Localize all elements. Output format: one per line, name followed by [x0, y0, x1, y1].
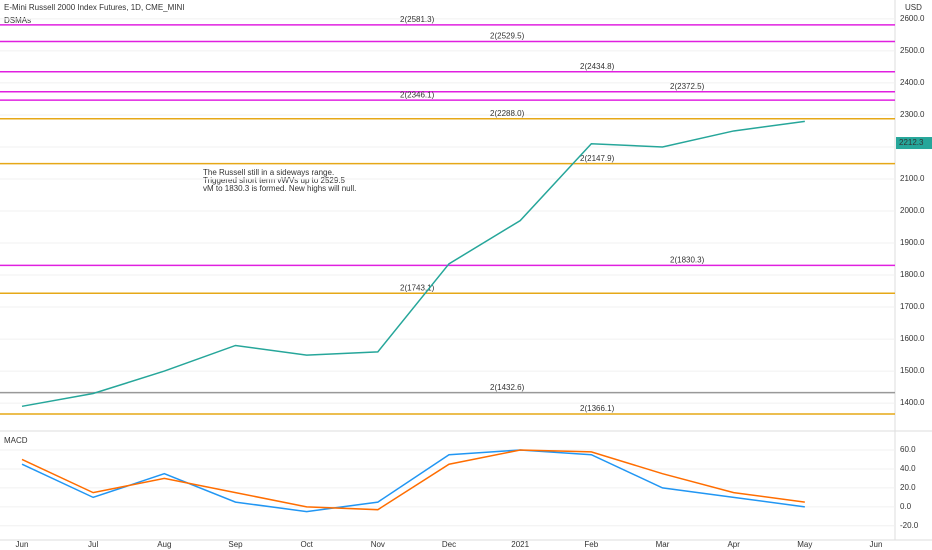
y-tick-label: 2400.0 [900, 78, 925, 87]
level-label: 2(2529.5) [490, 32, 525, 41]
y-tick-label: 2000.0 [900, 206, 925, 215]
level-label: 2(1743.1) [400, 283, 435, 292]
x-tick-label: Sep [228, 540, 243, 549]
x-tick-label: Nov [371, 540, 385, 549]
y-tick-label: 0.0 [900, 502, 912, 511]
y-tick-label: 1900.0 [900, 238, 925, 247]
y-tick-label: 60.0 [900, 445, 916, 454]
y-tick-label: 2100.0 [900, 174, 925, 183]
annotation-line: The Russell still in a sideways range. [203, 168, 334, 177]
macd-title: MACD [4, 436, 28, 445]
level-label: 2(2346.1) [400, 90, 435, 99]
x-tick-label: Oct [300, 540, 313, 549]
level-label: 2(1432.6) [490, 383, 525, 392]
x-tick-label: Apr [727, 540, 740, 549]
annotation-line: vM to 1830.3 is formed. New highs will n… [203, 184, 356, 193]
annotation-line: Triggered short term vWVs up to 2529.5 [203, 176, 346, 185]
last-price-label: 2212.3 [899, 138, 924, 147]
y-tick-label: 2600.0 [900, 14, 925, 23]
y-tick-label: 1600.0 [900, 334, 925, 343]
y-tick-label: 20.0 [900, 483, 916, 492]
y-tick-label: 40.0 [900, 464, 916, 473]
currency: USD [905, 3, 922, 12]
y-tick-label: 1800.0 [900, 270, 925, 279]
y-tick-label: 1500.0 [900, 366, 925, 375]
chart-title: E-Mini Russell 2000 Index Futures, 1D, C… [4, 3, 185, 12]
level-label: 2(2434.8) [580, 62, 615, 71]
last-price-tag [896, 137, 932, 150]
annotation: The Russell still in a sideways range. T… [203, 168, 356, 193]
series-line [21, 120, 805, 408]
x-tick-label: Aug [157, 540, 171, 549]
x-tick-label: May [797, 540, 812, 549]
level-label: 2(2581.3) [400, 15, 435, 24]
level-label: 2(2288.0) [490, 109, 525, 118]
x-tick-label: Feb [584, 540, 598, 549]
series-line [21, 449, 805, 513]
y-tick-label: 1700.0 [900, 302, 925, 311]
y-tick-label: -20.0 [900, 521, 919, 530]
x-tick-label: 2021 [511, 540, 529, 549]
series-line [21, 449, 805, 511]
indicator-name: DSMAs [4, 16, 31, 25]
y-tick-label: 1400.0 [900, 398, 925, 407]
y-tick-label: 2300.0 [900, 110, 925, 119]
level-label: 2(2372.5) [670, 82, 705, 91]
level-label: 2(2147.9) [580, 154, 615, 163]
level-label: 2(1366.1) [580, 404, 615, 413]
x-tick-label: Jun [870, 540, 883, 549]
x-tick-label: Jul [88, 540, 98, 549]
level-label: 2(1830.3) [670, 255, 705, 264]
x-tick-label: Jun [16, 540, 29, 549]
x-tick-label: Dec [442, 540, 456, 549]
x-tick-label: Mar [656, 540, 670, 549]
y-tick-label: 2500.0 [900, 46, 925, 55]
